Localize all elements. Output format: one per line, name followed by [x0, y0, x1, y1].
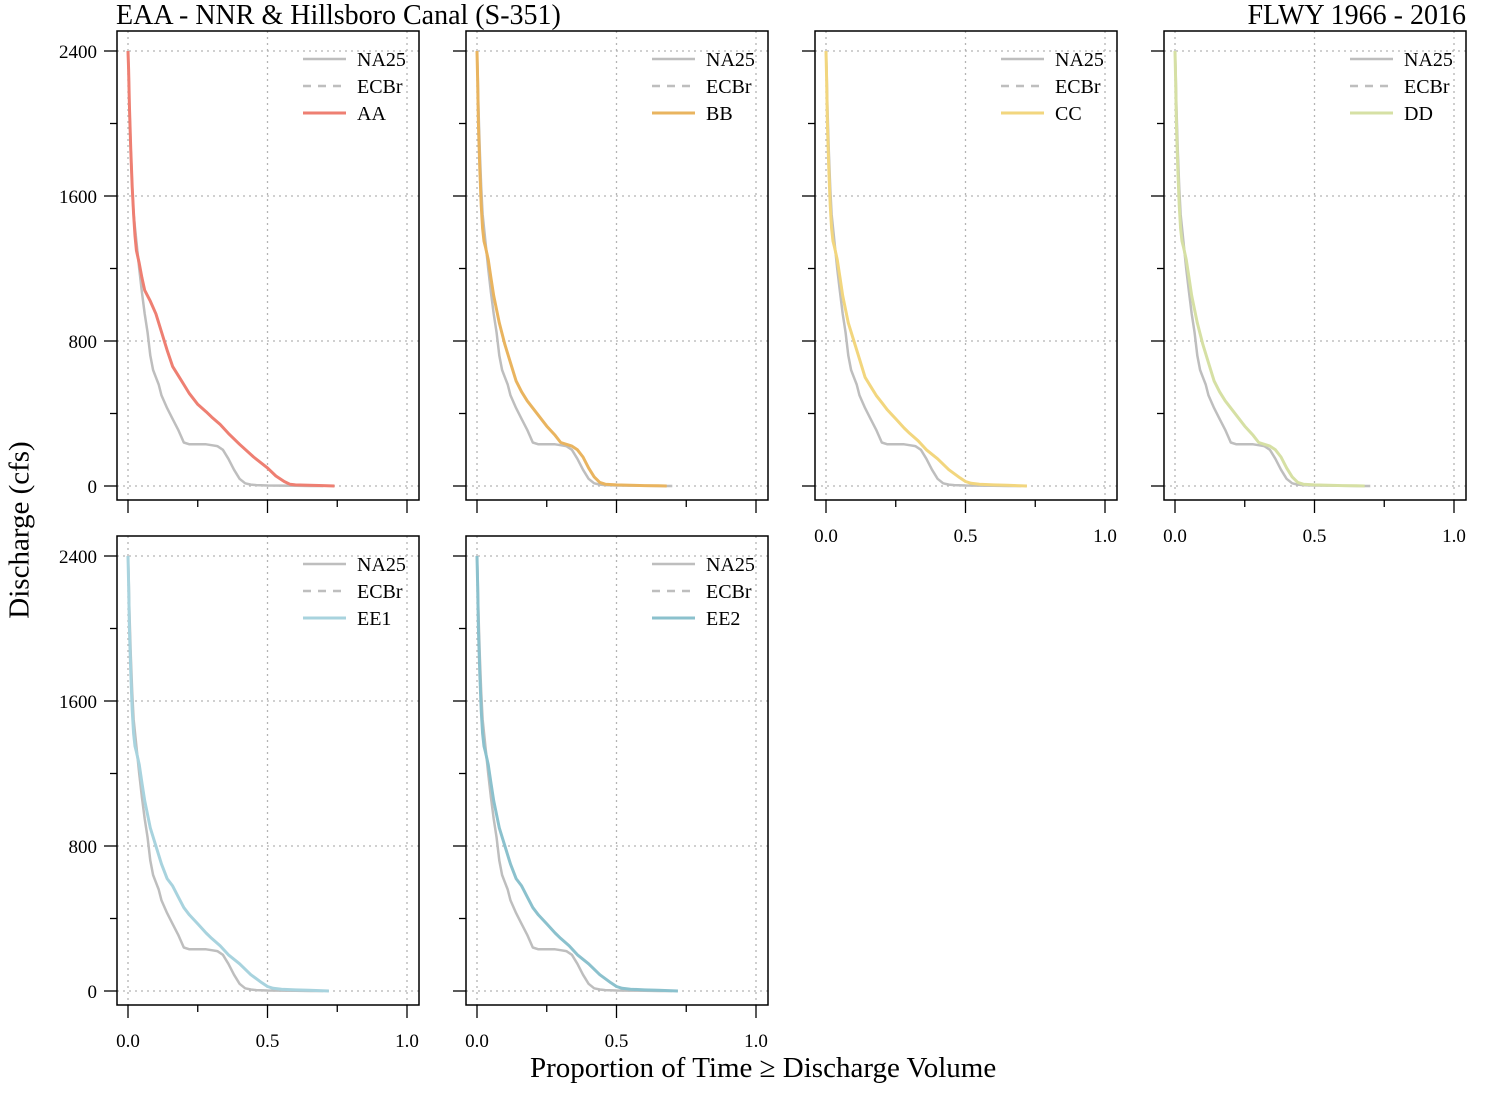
y-tick-label: 0: [88, 982, 98, 1003]
series-line-dd: [1173, 50, 1365, 488]
y-tick-label: 800: [69, 332, 98, 353]
x-tick-label: 1.0: [1093, 526, 1117, 547]
panel-cc: 0.0 0.5 1.0 NA25 ECBr CC: [802, 30, 1118, 547]
legend-label-na25: NA25: [706, 554, 755, 576]
series-group: [126, 50, 335, 488]
legend-label-bb: BB: [706, 103, 733, 125]
series-line-aa: [126, 50, 335, 488]
legend-label-na25: NA25: [1055, 49, 1104, 71]
series-group: [824, 50, 1027, 488]
x-tick-label: 0.0: [814, 526, 838, 547]
x-tick-label: 0.0: [1163, 526, 1187, 547]
y-tick-label: 2400: [59, 547, 97, 568]
y-tick-label: 0: [88, 477, 98, 498]
panel-aa: 0 800 1600 2400 NA25 ECBr AA: [59, 30, 420, 513]
y-tick-label: 2400: [59, 42, 97, 63]
x-tick-label: 0.5: [954, 526, 978, 547]
legend-label-dd: DD: [1404, 103, 1433, 125]
legend-label-cc: CC: [1055, 103, 1082, 125]
series-line-na25: [1173, 50, 1371, 488]
legend-label-ecbr: ECBr: [357, 76, 403, 98]
y-tick-label: 1600: [59, 187, 97, 208]
series-line-ee2: [475, 555, 678, 993]
legend-label-na25: NA25: [357, 49, 406, 71]
legend-label-na25: NA25: [706, 49, 755, 71]
x-tick-label: 1.0: [1442, 526, 1466, 547]
y-tick-label: 800: [69, 837, 98, 858]
x-tick-label: 0.5: [605, 1031, 629, 1052]
x-tick-label: 1.0: [744, 1031, 768, 1052]
series-line-cc: [824, 50, 1027, 488]
panel-bb: NA25 ECBr BB: [453, 30, 769, 513]
series-line-na25: [475, 555, 673, 993]
series-line-na25: [126, 555, 324, 993]
legend-label-na25: NA25: [1404, 49, 1453, 71]
series-line-bb: [475, 50, 667, 488]
series-group: [475, 555, 678, 993]
series-line-na25: [824, 50, 1022, 488]
y-tick-label: 1600: [59, 692, 97, 713]
legend-label-ee2: EE2: [706, 608, 740, 630]
chart-title-right: FLWY 1966 - 2016: [1247, 0, 1466, 31]
x-tick-label: 0.5: [256, 1031, 280, 1052]
x-tick-label: 1.0: [395, 1031, 419, 1052]
x-axis-title: Proportion of Time ≥ Discharge Volume: [530, 1052, 997, 1084]
legend-label-ee1: EE1: [357, 608, 391, 630]
legend-label-ecbr: ECBr: [706, 581, 752, 603]
x-tick-label: 0.0: [465, 1031, 489, 1052]
x-tick-label: 0.5: [1303, 526, 1327, 547]
legend-label-na25: NA25: [357, 554, 406, 576]
series-group: [475, 50, 673, 488]
legend-label-ecbr: ECBr: [706, 76, 752, 98]
series-group: [1173, 50, 1371, 488]
panel-dd: 0.0 0.5 1.0 NA25 ECBr DD: [1151, 30, 1467, 547]
legend-label-ecbr: ECBr: [357, 581, 403, 603]
series-line-na25: [126, 50, 324, 488]
legend-label-ecbr: ECBr: [1055, 76, 1101, 98]
x-tick-label: 0.0: [116, 1031, 140, 1052]
chart-title-left: EAA - NNR & Hillsboro Canal (S-351): [116, 0, 561, 31]
series-group: [126, 555, 329, 993]
panel-ee2: 0.0 0.5 1.0 NA25 ECBr EE2: [453, 535, 769, 1052]
series-line-na25: [475, 50, 673, 488]
series-line-ee1: [126, 555, 329, 993]
legend-label-ecbr: ECBr: [1404, 76, 1450, 98]
legend-label-aa: AA: [357, 103, 386, 125]
panel-ee1: 0 800 1600 2400 0.0 0.5 1.0 NA25 ECBr EE1: [59, 535, 420, 1052]
y-axis-title: Discharge (cfs): [3, 441, 36, 619]
